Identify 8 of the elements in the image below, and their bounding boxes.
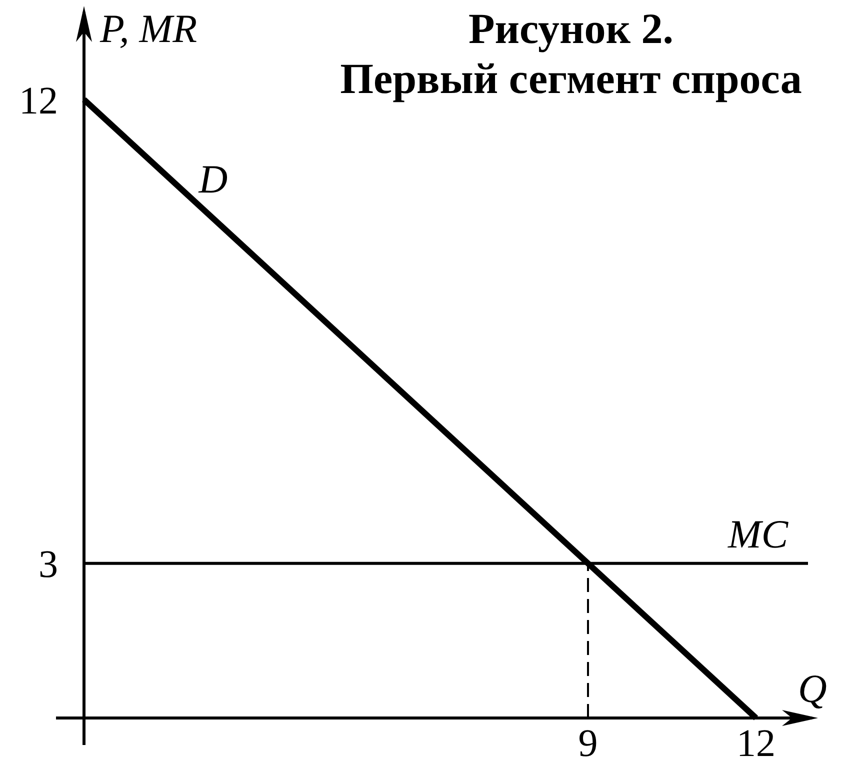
ref-line-label: MC: [727, 511, 790, 556]
series-label: D: [198, 156, 228, 202]
y-tick-label: 3: [38, 543, 58, 586]
x-tick-label: 9: [578, 722, 598, 765]
chart-title: Рисунок 2.: [468, 6, 674, 53]
x-axis-title: Q: [798, 666, 827, 711]
text: Первый сегмент спроса: [340, 56, 802, 103]
y-axis-title: P, MR: [99, 6, 198, 51]
